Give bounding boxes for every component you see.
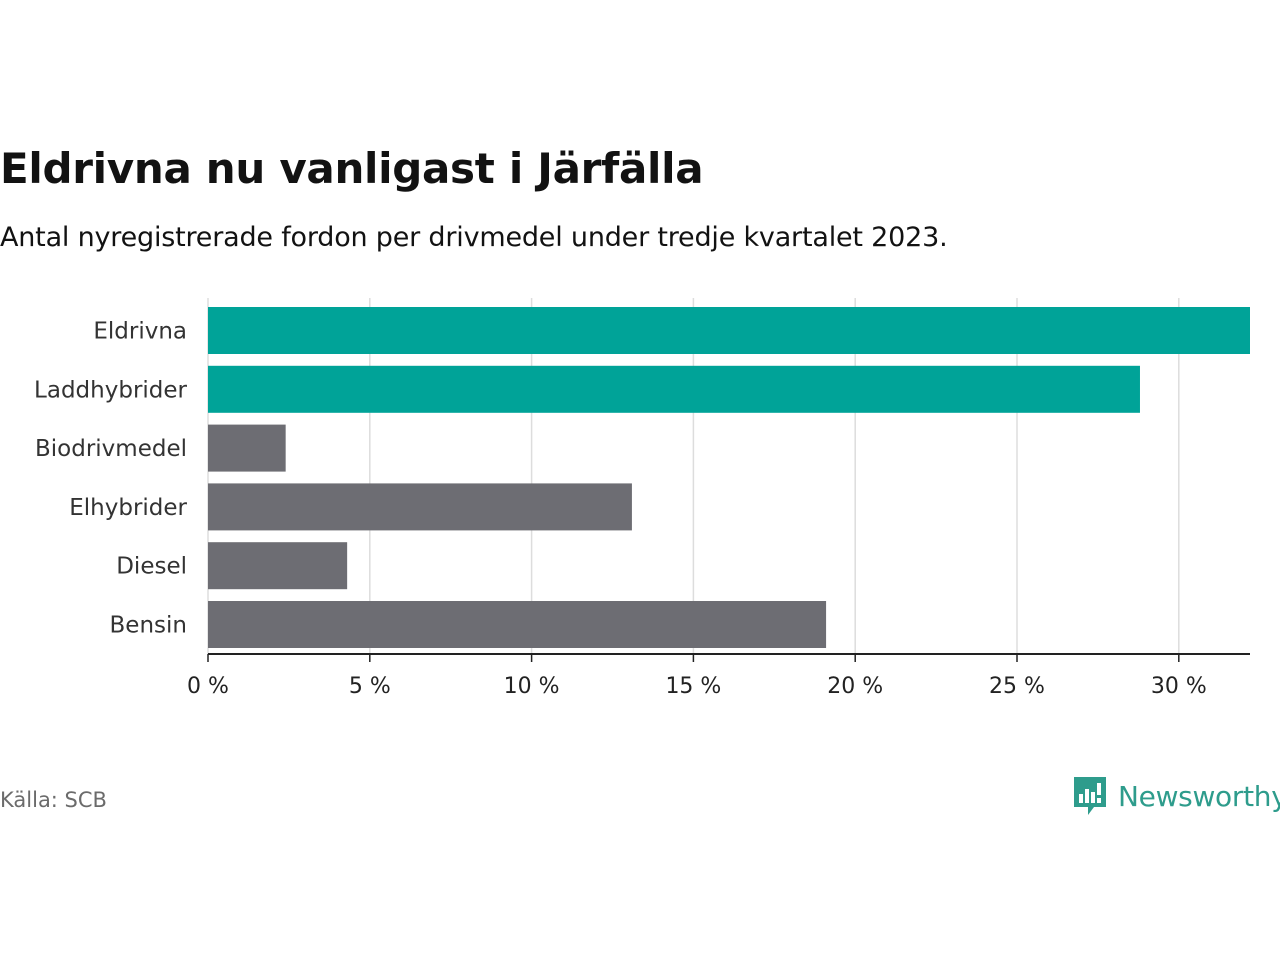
gridlines	[207, 298, 1180, 654]
x-tick-label: 5 %	[349, 674, 391, 699]
x-axis: 0 % 5 % 10 % 15 % 20 % 25 % 30 %	[187, 653, 1250, 699]
x-tick-label: 10 %	[504, 674, 560, 699]
chart-subtitle: Antal nyregistrerade fordon per drivmede…	[0, 222, 948, 253]
x-tick-label: 15 %	[665, 674, 721, 699]
category-label: Eldrivna	[93, 319, 187, 345]
bar-biodrivmedel	[208, 424, 286, 472]
x-tick-label: 25 %	[989, 674, 1045, 699]
source-note: Källa: SCB	[0, 788, 107, 812]
category-label: Bensin	[110, 613, 187, 639]
category-label: Laddhybrider	[34, 377, 187, 403]
bar-diesel	[208, 542, 348, 590]
x-tick-label: 30 %	[1151, 674, 1207, 699]
x-tick-label: 0 %	[187, 674, 229, 699]
bar-laddhybrider	[208, 365, 1140, 413]
brand-name: Newsworthy	[1118, 779, 1280, 813]
category-labels: Eldrivna Laddhybrider Biodrivmedel Elhybrid…	[34, 319, 187, 639]
category-label: Biodrivmedel	[35, 436, 187, 462]
bars	[208, 307, 1250, 648]
bar-eldrivna	[208, 307, 1250, 354]
bar-bensin	[208, 601, 827, 648]
chart-title: Eldrivna nu vanligast i Järfälla	[0, 144, 704, 193]
x-tick-label: 20 %	[827, 674, 883, 699]
bar-elhybrider	[208, 483, 632, 531]
category-label: Diesel	[116, 554, 187, 580]
newsworthy-logo-icon	[1074, 777, 1106, 815]
brand-logo: Newsworthy	[1072, 775, 1280, 817]
category-label: Elhybrider	[69, 495, 187, 521]
